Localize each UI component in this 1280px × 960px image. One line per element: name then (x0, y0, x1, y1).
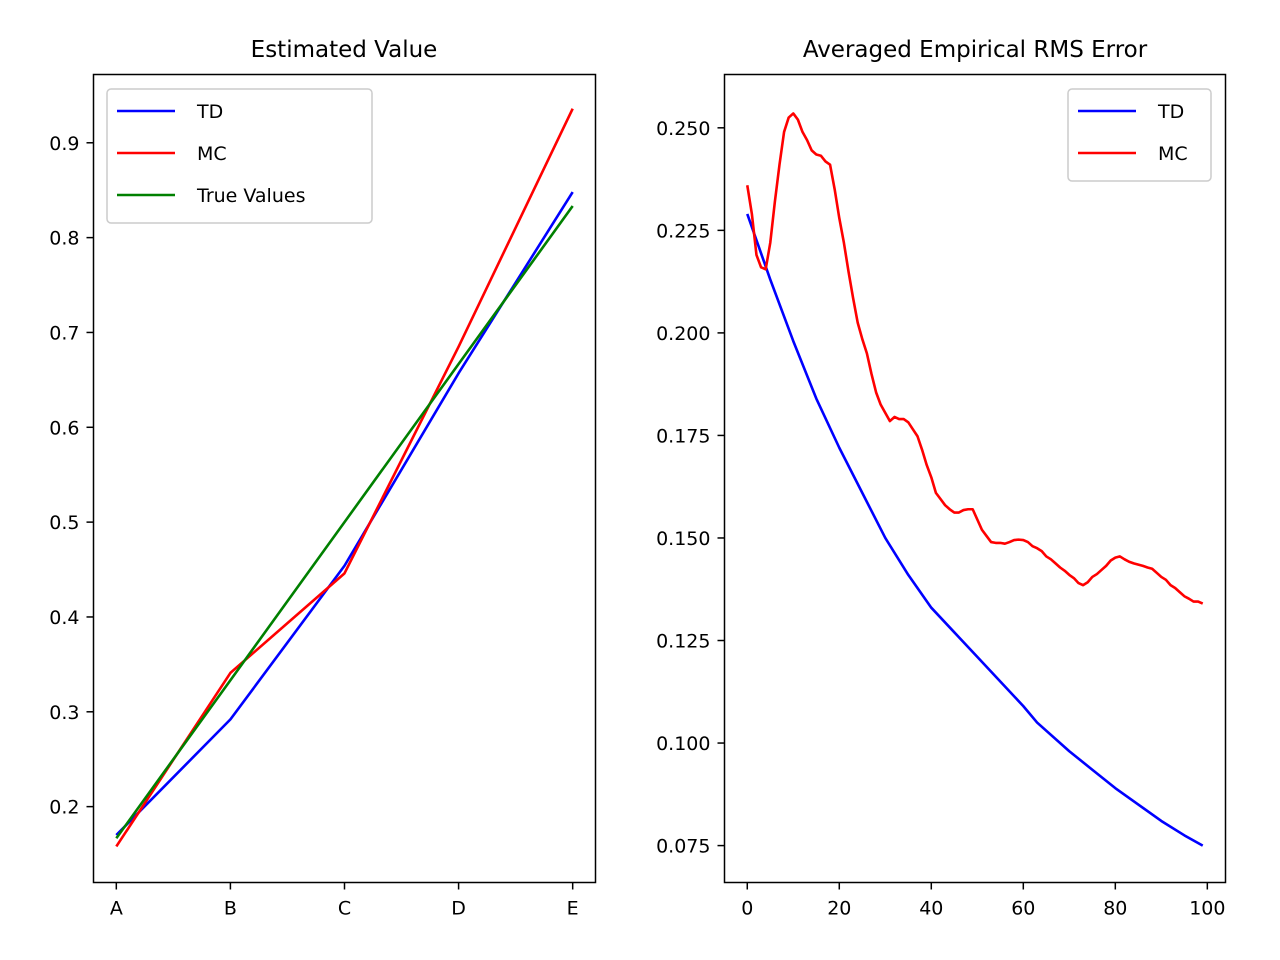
y-tick-label: 0.5 (49, 512, 79, 534)
y-tick-label: 0.075 (656, 836, 710, 858)
y-tick-label: 0.100 (656, 733, 710, 755)
x-tick-label: 100 (1189, 898, 1225, 920)
series-layer (745, 112, 1204, 847)
y-tick-label: 0.225 (656, 220, 710, 242)
y-tick-label: 0.9 (49, 133, 79, 155)
legend-label: TD (1157, 101, 1184, 123)
tick-layer: 0 20 40 60 80 100 0.075 0.100 0.125 0.150 0.175 0.2… (656, 118, 1225, 920)
legend-label: TD (196, 101, 223, 123)
y-tick-label: 0.7 (49, 322, 79, 344)
series-line-mc (745, 112, 1204, 605)
tick-layer: A B C D E 0.2 0.3 0.4 0.5 0.6 0.7 0.8 0.9 (49, 133, 578, 920)
legend-box (106, 88, 373, 224)
x-tick-label: A (110, 898, 123, 920)
y-tick-label: 0.250 (656, 118, 710, 140)
series-layer (115, 108, 574, 848)
x-tick-label: 80 (1103, 898, 1127, 920)
y-tick-label: 0.125 (656, 631, 710, 653)
x-tick-label: 0 (741, 898, 753, 920)
legend-box (1067, 88, 1212, 182)
x-tick-label: 20 (827, 898, 851, 920)
y-tick-label: 0.175 (656, 425, 710, 447)
rms-error-plot: Averaged Empirical RMS Error 0 20 40 60 80 10… (656, 37, 1227, 920)
chart-title: Averaged Empirical RMS Error (803, 37, 1148, 63)
y-tick-label: 0.150 (656, 528, 710, 550)
x-tick-label: B (224, 898, 237, 920)
estimated-value-plot: Estimated Value A B C D E 0.2 0.3 0.4 0.5 0.6 0.7 0… (49, 37, 597, 920)
y-tick-label: 0.200 (656, 323, 710, 345)
y-tick-label: 0.8 (49, 228, 79, 250)
x-tick-label: C (338, 898, 351, 920)
x-tick-label: 60 (1011, 898, 1035, 920)
plot-frame (92, 73, 597, 884)
y-tick-label: 0.6 (49, 417, 79, 439)
x-tick-label: D (451, 898, 466, 920)
y-tick-label: 0.3 (49, 702, 79, 724)
legend-label: MC (1158, 143, 1188, 165)
series-line-td (746, 213, 1204, 847)
legend: TD MC True Values (106, 88, 373, 224)
x-tick-label: E (567, 898, 579, 920)
chart-title: Estimated Value (251, 37, 438, 63)
legend: TD MC (1067, 88, 1212, 182)
y-tick-label: 0.4 (49, 607, 79, 629)
plot-frame (723, 73, 1227, 884)
legend-label: True Values (196, 185, 305, 207)
y-tick-label: 0.2 (49, 797, 79, 819)
series-line-true-values (115, 205, 574, 839)
x-tick-label: 40 (919, 898, 943, 920)
legend-label: MC (197, 143, 227, 165)
